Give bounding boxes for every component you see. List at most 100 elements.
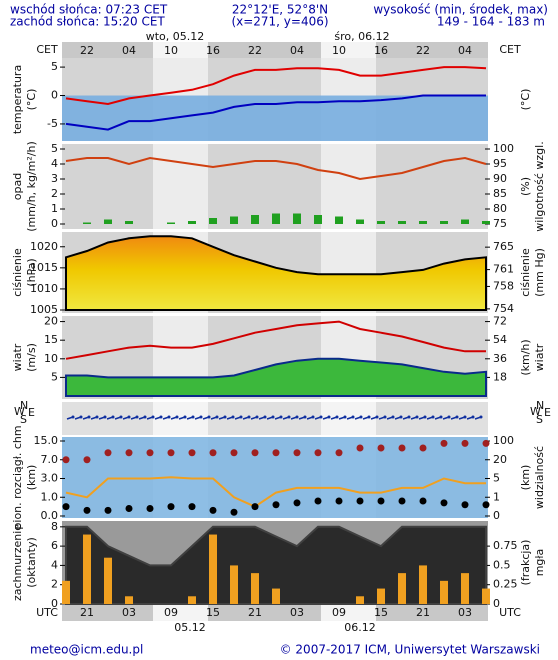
series-dot: [251, 503, 259, 511]
x-tick-label: 16: [374, 44, 388, 57]
zone-label: UTC: [36, 606, 58, 619]
y-tick-label: 20: [44, 315, 58, 328]
y-tick-label: 7.0: [41, 453, 59, 466]
y-axis-label: temperatura: [11, 65, 24, 134]
compass: W: [14, 405, 25, 418]
date-label: 06.12: [344, 621, 376, 634]
wind-arrow-head: [199, 415, 203, 419]
x-tick-label: 10: [332, 44, 346, 57]
series-bar: [272, 588, 280, 604]
series-bar: [461, 219, 469, 224]
series-dot: [314, 497, 322, 505]
y2-axis-label: (km/h): [519, 339, 532, 375]
wind-arrow-head: [167, 415, 171, 419]
day-band: [153, 144, 208, 229]
series-dot: [356, 444, 364, 452]
y2-tick-label: 18: [493, 370, 507, 383]
series-bar: [314, 215, 322, 224]
wind-arrow-head: [303, 415, 307, 419]
wind-arrow-head: [247, 415, 251, 419]
series-bar: [482, 221, 490, 224]
x-tick-label: 22: [416, 44, 430, 57]
y-tick-label: 8: [51, 520, 58, 533]
y-axis-label: opad: [11, 173, 24, 200]
y2-tick-label: 5: [493, 472, 500, 485]
x-tick-label: 04: [122, 44, 136, 57]
wind-arrow-head: [343, 415, 347, 419]
compass: E: [28, 406, 35, 419]
grid-point: (x=271, y=406): [231, 15, 328, 29]
y2-axis-label: wiatr: [533, 343, 546, 371]
day-band: [321, 144, 376, 229]
series-bar: [230, 216, 238, 224]
series-bar: [419, 565, 427, 604]
series-area: [65, 235, 487, 311]
series-bar: [440, 580, 448, 604]
series-bar: [230, 565, 238, 604]
series-dot: [440, 439, 448, 447]
y2-tick-label: 0: [493, 597, 500, 610]
wind-arrow-head: [71, 415, 75, 419]
compass: E: [544, 406, 551, 419]
y-tick-label: 15.0: [34, 434, 59, 447]
footer-copyright: © 2007-2017 ICM, Uniwersytet Warszawski: [280, 643, 540, 657]
y-tick-label: 10: [44, 352, 58, 365]
series-area: [65, 357, 487, 397]
x-tick-label: 04: [458, 44, 472, 57]
wind-arrow-head: [431, 415, 435, 419]
series-bar: [167, 222, 175, 224]
wind-arrow-head: [143, 415, 147, 419]
compass: W: [530, 405, 541, 418]
compass: S: [20, 413, 27, 426]
y-tick-label: 1020: [30, 240, 58, 253]
wind-arrow-head: [95, 415, 99, 419]
y-tick-label: 2: [51, 578, 58, 591]
y-tick-label: 4: [51, 157, 58, 170]
series-bar: [440, 221, 448, 224]
wind-arrow-head: [263, 415, 267, 419]
y2-axis-label: wilgotność wzgl.: [533, 141, 546, 231]
wind-arrow-head: [415, 415, 419, 419]
series-dot: [335, 497, 343, 505]
x-tick-label: 22: [80, 44, 94, 57]
wind-arrow-head: [447, 415, 451, 419]
zone-label: CET: [499, 43, 521, 56]
y2-tick-label: 0.5: [493, 558, 511, 571]
y2-tick-label: 75: [493, 217, 507, 230]
wind-arrow-head: [359, 415, 363, 419]
y2-tick-label: 85: [493, 187, 507, 200]
series-bar: [398, 221, 406, 224]
series-dot: [125, 449, 133, 457]
y-tick-label: 2: [51, 187, 58, 200]
series-bar: [377, 221, 385, 224]
series-dot: [146, 505, 154, 512]
series-dot: [83, 506, 91, 514]
wind-arrow-head: [103, 415, 107, 419]
series-dot: [335, 449, 343, 457]
series-dot: [314, 449, 322, 457]
series-bar: [272, 213, 280, 224]
x-tick-label: 21: [248, 606, 262, 619]
series-bar: [104, 219, 112, 224]
y2-axis-label: (°C): [519, 89, 532, 111]
series-bar: [461, 573, 469, 604]
y2-axis-label: (%): [519, 177, 532, 196]
wind-arrow-head: [351, 415, 355, 419]
x-tick-label: 22: [248, 44, 262, 57]
day-band: [153, 42, 208, 58]
series-bar: [293, 213, 301, 224]
y-axis-label: (hPa): [25, 258, 38, 286]
y2-tick-label: 1: [493, 490, 500, 503]
wind-arrow-head: [111, 415, 115, 419]
y-tick-label: 6: [51, 539, 58, 552]
x-tick-label: 03: [290, 606, 304, 619]
y-tick-label: 3.0: [41, 472, 59, 485]
wind-arrow-head: [383, 415, 387, 419]
y2-tick-label: 0.75: [493, 539, 518, 552]
y-tick-label: 1010: [30, 282, 58, 295]
wind-arrow-head: [479, 415, 483, 419]
series-bar: [125, 596, 133, 604]
y2-tick-label: 80: [493, 202, 507, 215]
wind-arrow-head: [423, 415, 427, 419]
